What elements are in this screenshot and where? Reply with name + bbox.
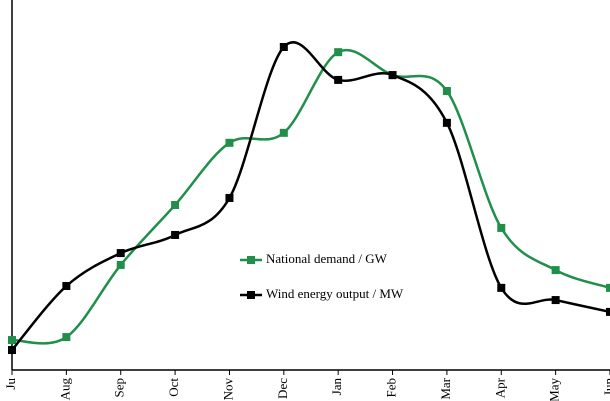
point [551, 266, 560, 275]
point [279, 128, 288, 137]
point [171, 200, 180, 209]
point [497, 223, 506, 232]
x-tick-label: Ju [3, 378, 18, 390]
x-tick-label: Mar [438, 377, 453, 399]
point [334, 75, 343, 84]
x-tick-label: Oct [166, 378, 181, 397]
point [442, 118, 451, 127]
point [225, 193, 234, 202]
point [334, 48, 343, 57]
point [551, 296, 560, 305]
x-tick-label: Aug [57, 378, 72, 401]
point [497, 283, 506, 292]
point [62, 333, 71, 342]
x-tick-label: Jan [329, 378, 344, 396]
x-tick-label: Feb [384, 378, 399, 398]
legend-label: National demand / GW [266, 251, 388, 266]
point [8, 336, 16, 345]
point [606, 307, 610, 316]
point [606, 283, 610, 292]
point [62, 282, 71, 291]
x-tick-label: Apr [492, 377, 507, 398]
point [442, 87, 451, 96]
x-tick-label: May [547, 378, 562, 401]
x-tick-label: Nov [220, 378, 235, 401]
legend-label: Wind energy output / MW [266, 286, 404, 301]
point [116, 249, 125, 258]
point [171, 230, 180, 239]
x-tick-label: Sep [112, 378, 127, 398]
x-tick-label: Dec [275, 378, 290, 399]
x-tick-label: Jun [601, 378, 610, 397]
legend-marker [247, 291, 255, 299]
point [225, 138, 234, 147]
point [388, 71, 397, 80]
point [116, 260, 125, 269]
legend-marker [247, 256, 255, 264]
point [8, 346, 16, 355]
point [279, 42, 288, 51]
